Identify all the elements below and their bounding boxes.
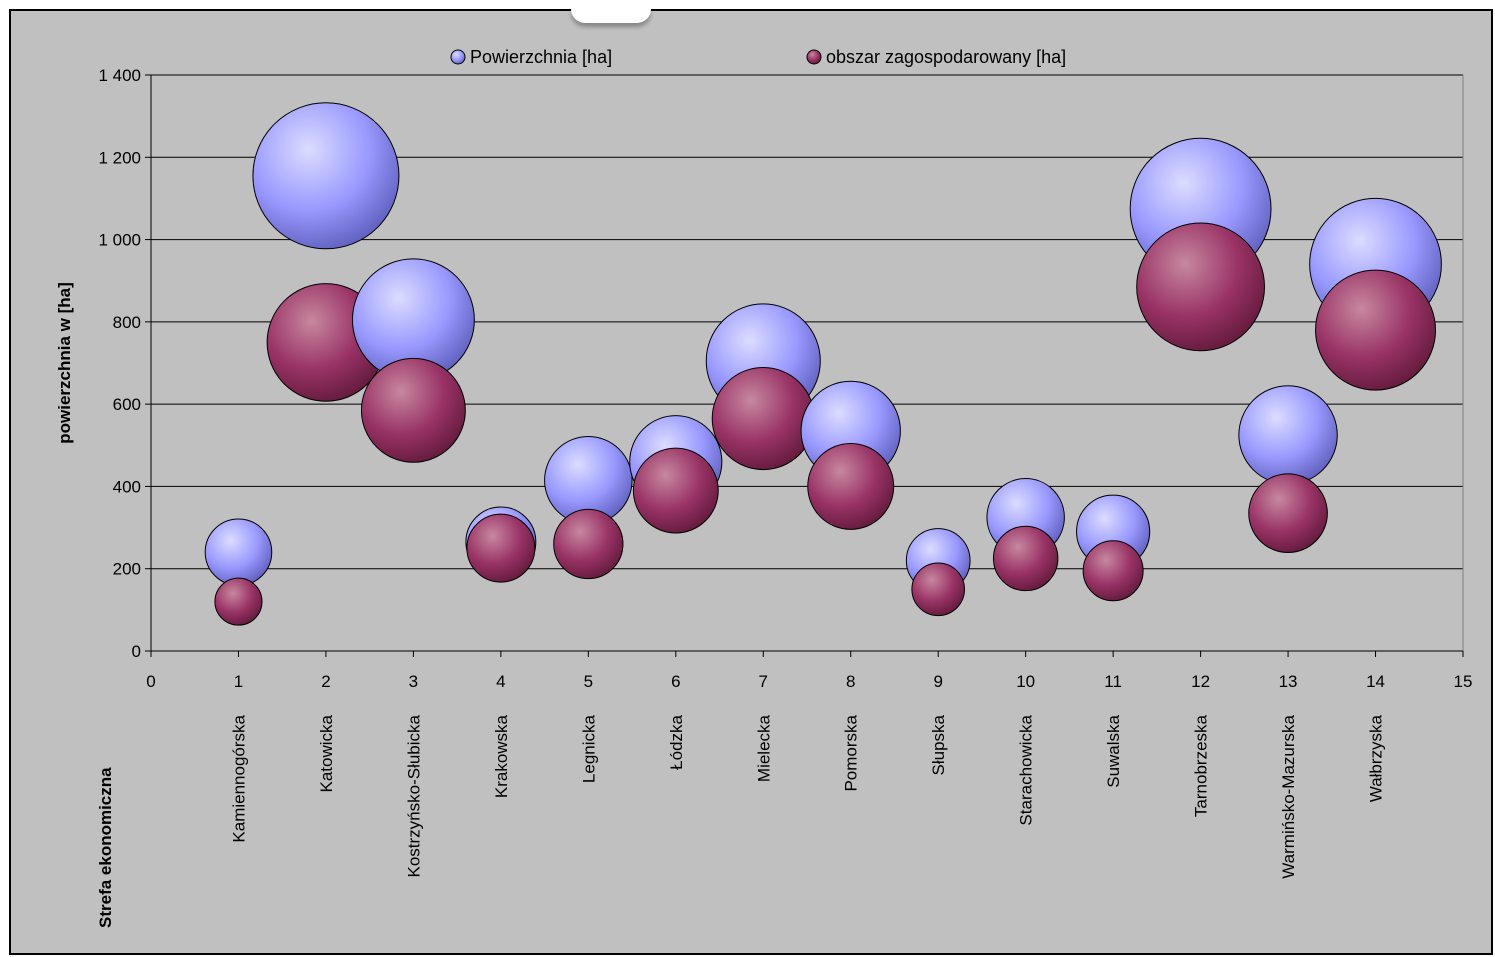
y-tick-label: 1 200 bbox=[98, 148, 141, 167]
category-label: Legnicka bbox=[579, 714, 598, 783]
bubble-series-2 bbox=[1136, 222, 1266, 352]
x-tick-label: 15 bbox=[1454, 672, 1473, 691]
y-tick-label: 200 bbox=[113, 560, 141, 579]
x-tick-label: 12 bbox=[1191, 672, 1210, 691]
x-tick-label: 1 bbox=[234, 672, 243, 691]
bubble-series-2 bbox=[214, 577, 263, 626]
bubbles bbox=[204, 102, 1442, 626]
x-tick-label: 14 bbox=[1366, 672, 1385, 691]
category-label: Kostrzyńsko-Słubicka bbox=[404, 714, 423, 877]
x-tick-label: 8 bbox=[846, 672, 855, 691]
legend-label: obszar zagospodarowany [ha] bbox=[826, 47, 1066, 67]
y-tick-label: 600 bbox=[113, 395, 141, 414]
bubble-series-2 bbox=[553, 508, 624, 580]
category-label: Mielecka bbox=[754, 714, 773, 782]
axis-labels: powierzchnia w [ha] Strefa ekonomiczna Kam… bbox=[55, 282, 1386, 928]
category-label: Starachowicka bbox=[1017, 714, 1036, 825]
category-label: Kamiennogórska bbox=[229, 714, 248, 842]
legend-marker bbox=[806, 49, 822, 65]
x-tick-label: 3 bbox=[409, 672, 418, 691]
category-label: Warmińsko-Mazurska bbox=[1279, 714, 1298, 878]
bubble-series-2 bbox=[911, 562, 966, 617]
bubble-series-2 bbox=[1315, 269, 1437, 391]
x-tick-label: 13 bbox=[1279, 672, 1298, 691]
legend: Powierzchnia [ha] obszar zagospodarowany … bbox=[450, 47, 1066, 67]
bubble-series-1 bbox=[252, 102, 400, 250]
x-tick-label: 10 bbox=[1016, 672, 1035, 691]
category-label: Krakowska bbox=[492, 714, 511, 798]
y-axis-title: powierzchnia w [ha] bbox=[55, 282, 74, 444]
x-tick-label: 0 bbox=[146, 672, 155, 691]
top-decoration bbox=[571, 9, 651, 23]
category-label: Pomorska bbox=[842, 714, 861, 791]
category-label: Łódzka bbox=[667, 714, 686, 769]
category-label: Tarnobrzeska bbox=[1192, 714, 1211, 817]
x-tick-label: 11 bbox=[1104, 672, 1122, 691]
x-tick-label: 6 bbox=[671, 672, 680, 691]
category-label: Słupska bbox=[929, 714, 948, 775]
bubble-series-2 bbox=[1248, 473, 1328, 553]
category-label: Wałbrzyska bbox=[1367, 714, 1386, 802]
bubble-series-2 bbox=[711, 366, 815, 471]
legend-marker bbox=[450, 49, 466, 65]
category-label: Katowicka bbox=[317, 714, 336, 792]
bubble-series-2 bbox=[466, 513, 536, 583]
x-tick-label: 4 bbox=[496, 672, 505, 691]
bubble-series-2 bbox=[807, 442, 895, 530]
bubble-series-2 bbox=[1082, 540, 1144, 602]
x-tick-label: 2 bbox=[321, 672, 330, 691]
y-tick-label: 0 bbox=[132, 642, 141, 661]
y-tick-label: 400 bbox=[113, 477, 141, 496]
x-tick-label: 5 bbox=[584, 672, 593, 691]
y-tick-label: 1 400 bbox=[98, 66, 141, 85]
category-label: Suwalska bbox=[1104, 714, 1123, 787]
category-axis-title: Strefa ekonomiczna bbox=[96, 767, 115, 928]
legend-label: Powierzchnia [ha] bbox=[470, 47, 612, 67]
x-tick-label: 9 bbox=[933, 672, 942, 691]
x-tick-label: 7 bbox=[759, 672, 768, 691]
bubble-series-2 bbox=[360, 357, 466, 463]
bubble-series-1 bbox=[204, 518, 273, 587]
bubble-series-2 bbox=[992, 525, 1059, 592]
bubble-series-2 bbox=[632, 447, 719, 534]
y-tick-label: 1 000 bbox=[98, 231, 141, 250]
bubble-series-1 bbox=[1238, 385, 1338, 485]
y-tick-label: 800 bbox=[113, 313, 141, 332]
